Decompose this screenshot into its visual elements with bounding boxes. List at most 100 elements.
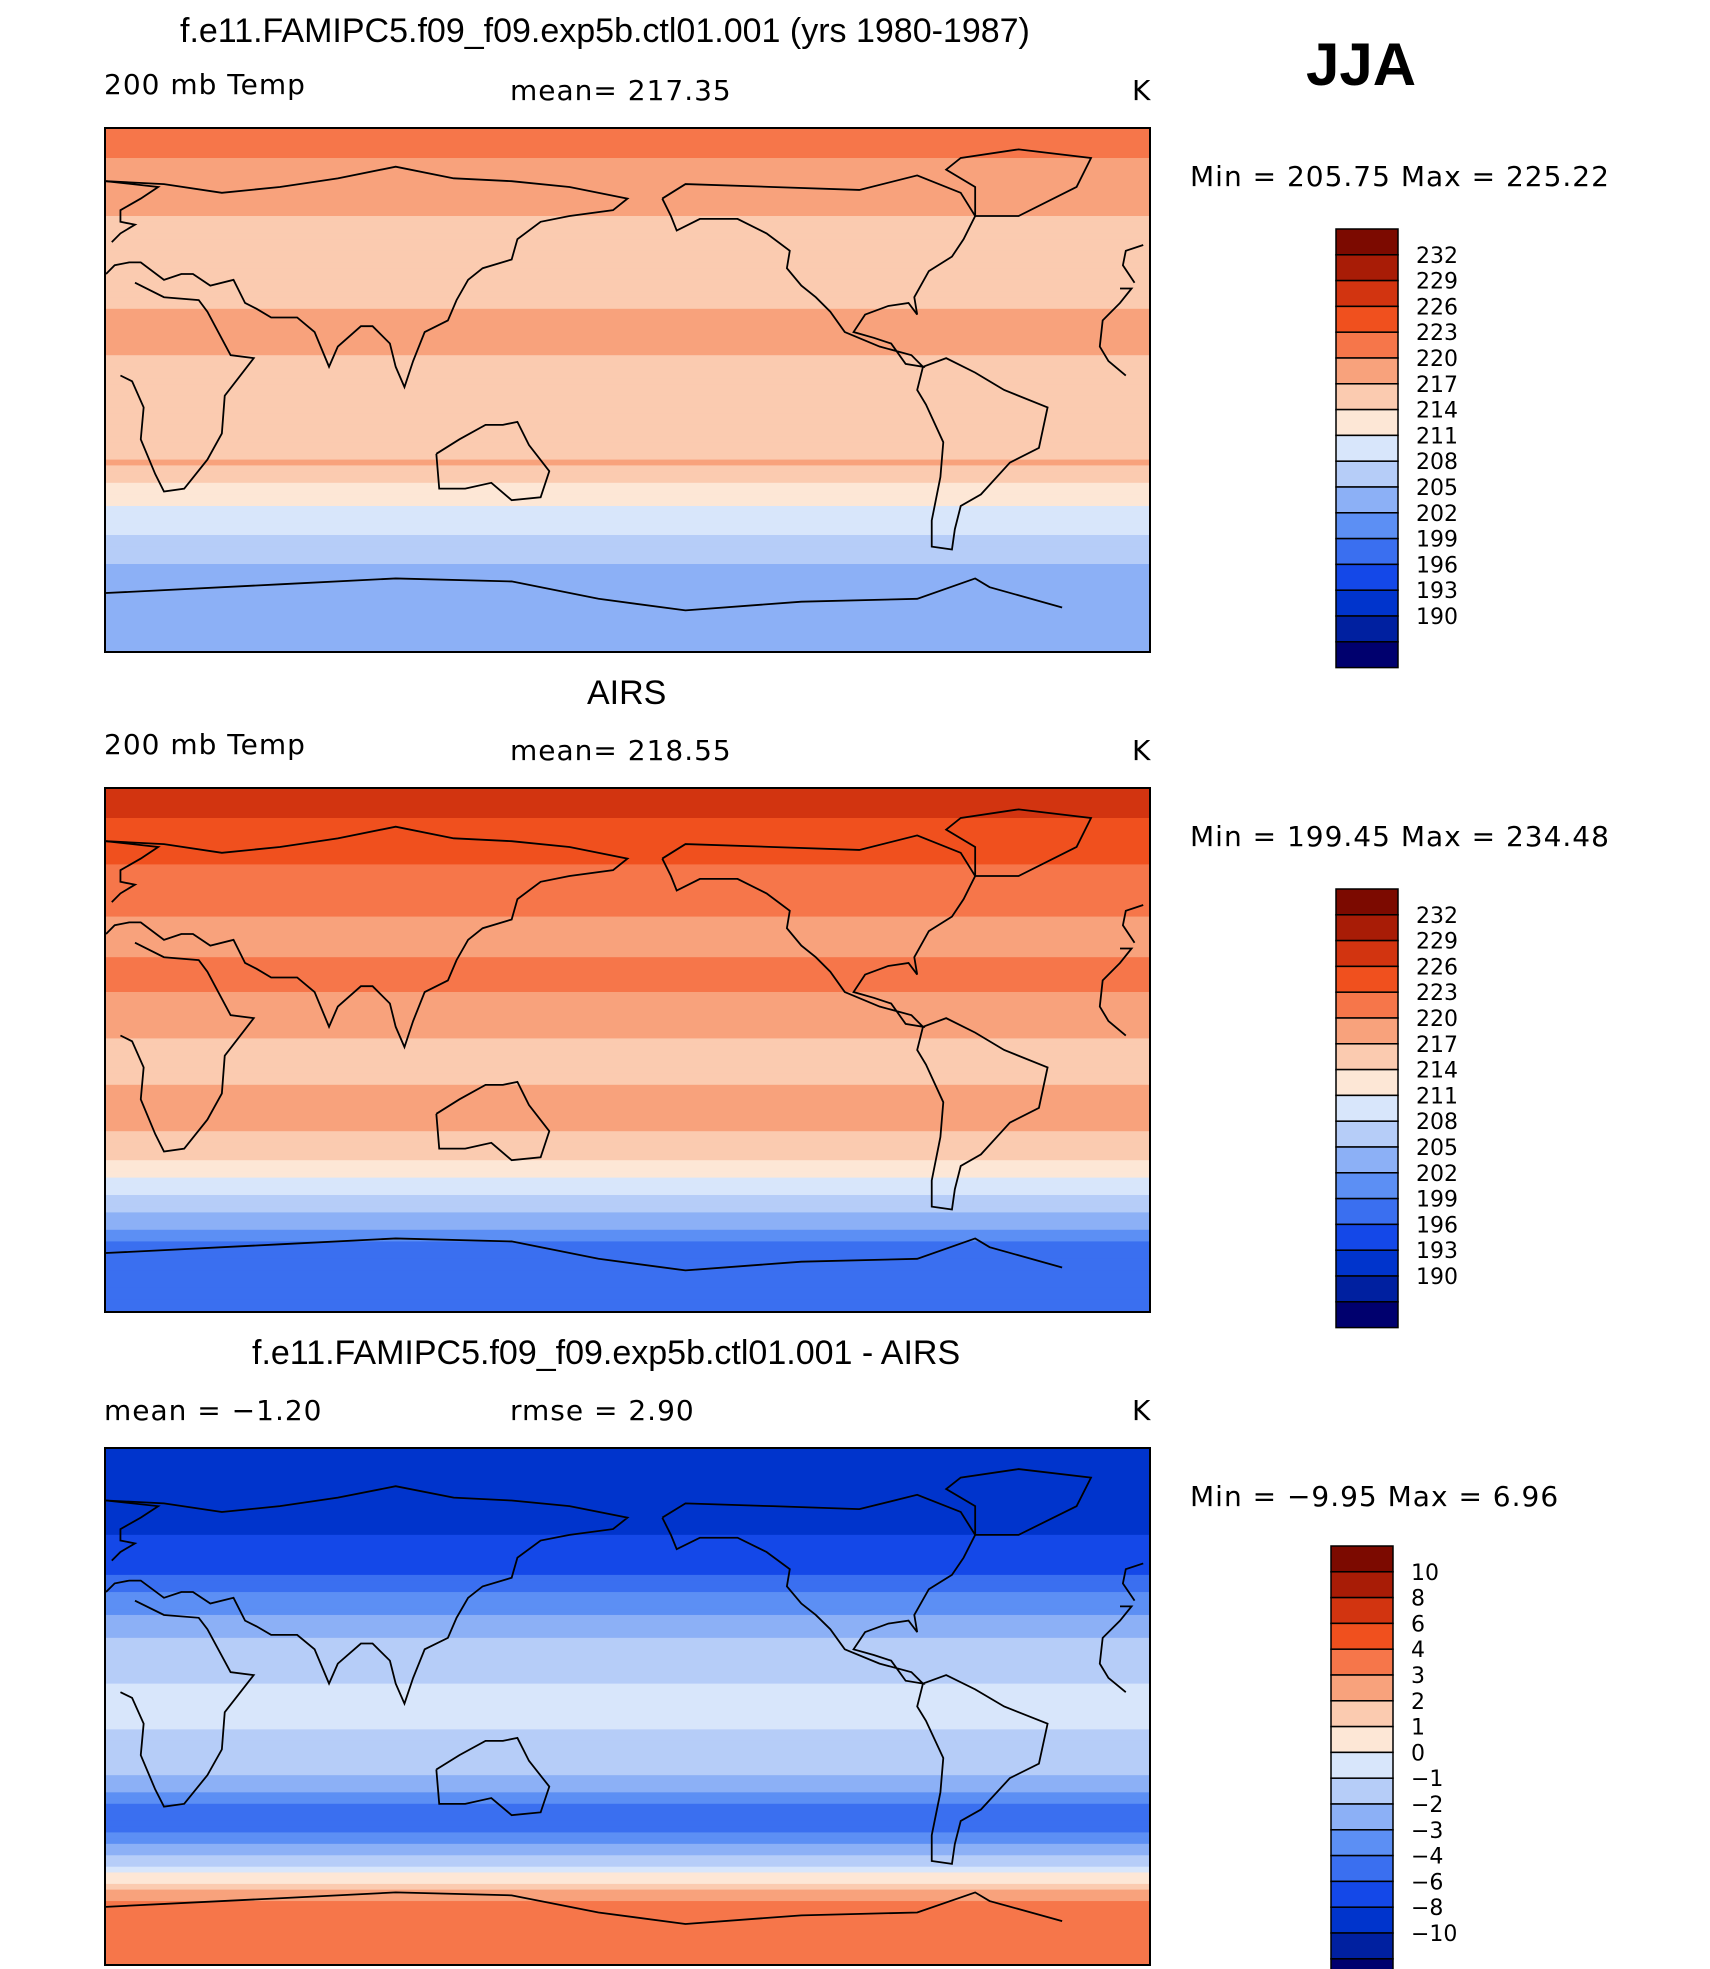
field-band xyxy=(106,262,1149,269)
field-band xyxy=(106,477,1149,484)
field-band xyxy=(106,430,1149,437)
field-band xyxy=(106,1906,1149,1914)
field-band xyxy=(106,511,1149,519)
colorbar-box xyxy=(1335,512,1399,540)
field-band xyxy=(106,1090,1149,1097)
field-band xyxy=(106,198,1149,205)
coastline xyxy=(106,1499,161,1562)
field-band xyxy=(106,552,1149,559)
field-band xyxy=(106,812,1149,819)
field-band xyxy=(106,239,1149,246)
colorbar-tick-label: 196 xyxy=(1416,553,1458,578)
panel-2-colorbar-svg: 2322292262232202172142112082052021991961… xyxy=(1335,888,1458,1329)
field-band xyxy=(106,1620,1149,1627)
field-band xyxy=(106,835,1149,842)
field-band xyxy=(106,627,1149,635)
field-band xyxy=(106,1786,1149,1793)
field-band xyxy=(106,465,1149,472)
colorbar-tick-label: 208 xyxy=(1416,1110,1458,1135)
field-band xyxy=(106,604,1149,611)
field-band xyxy=(106,163,1149,171)
panel-1-map xyxy=(104,127,1151,653)
field-band xyxy=(106,274,1149,281)
field-band xyxy=(106,1517,1149,1524)
colorbar-box xyxy=(1335,1275,1399,1303)
field-band xyxy=(106,575,1149,582)
field-band xyxy=(106,1901,1149,1908)
field-band xyxy=(106,1889,1149,1896)
field-band xyxy=(106,523,1149,530)
field-band xyxy=(106,303,1149,310)
field-band xyxy=(106,864,1149,871)
field-band xyxy=(106,500,1149,507)
coastline xyxy=(661,174,977,369)
field-band xyxy=(106,1166,1149,1173)
coastline xyxy=(661,1493,977,1685)
field-band xyxy=(106,1466,1149,1473)
field-band xyxy=(106,1849,1149,1856)
field-band xyxy=(106,384,1149,391)
field-band xyxy=(106,181,1149,188)
field-band xyxy=(106,1015,1149,1022)
field-band xyxy=(106,1609,1149,1616)
field-band xyxy=(106,1050,1149,1057)
colorbar-tick-label: 205 xyxy=(1416,476,1458,501)
field-band xyxy=(106,320,1149,327)
field-band xyxy=(106,945,1149,952)
field-band xyxy=(106,210,1149,217)
coastline xyxy=(106,1485,630,1707)
field-band xyxy=(106,506,1149,513)
colorbar-tick-label: 229 xyxy=(1416,930,1458,955)
colorbar-tick-label: 193 xyxy=(1416,579,1458,604)
colorbar-box xyxy=(1335,1043,1399,1071)
panel-2-colorbar: 232 229 226 223 220 217 214 211 208 205 202 199 196 1… xyxy=(1335,888,1536,1329)
field-band xyxy=(106,343,1149,350)
colorbar-tick-label: −3 xyxy=(1411,1819,1443,1844)
field-band xyxy=(106,1305,1149,1311)
field-band xyxy=(106,800,1149,807)
colorbar-box xyxy=(1335,1197,1399,1226)
field-band xyxy=(106,453,1149,461)
field-band xyxy=(106,806,1149,813)
field-band xyxy=(106,158,1149,165)
colorbar-box xyxy=(1335,888,1399,916)
coastline xyxy=(435,1080,551,1162)
field-band xyxy=(106,436,1149,443)
coastline xyxy=(1121,1562,1144,1602)
colorbar-box xyxy=(1335,357,1399,385)
field-band xyxy=(106,1706,1149,1713)
field-band xyxy=(106,794,1149,802)
field-band xyxy=(106,1855,1149,1862)
field-band xyxy=(106,1929,1149,1936)
colorbar-tick-label: 10 xyxy=(1411,1561,1439,1586)
field-band xyxy=(106,1471,1149,1479)
colorbar-box xyxy=(1330,1906,1394,1934)
colorbar-tick-label: 202 xyxy=(1416,502,1458,527)
field-band xyxy=(106,847,1149,854)
colorbar-box xyxy=(1335,939,1399,968)
field-band xyxy=(106,818,1149,825)
field-band xyxy=(106,1935,1149,1942)
field-band xyxy=(106,227,1149,234)
field-band xyxy=(106,829,1149,836)
field-band xyxy=(106,1637,1149,1645)
colorbar-box xyxy=(1335,331,1399,359)
field-band xyxy=(106,1666,1149,1673)
field-band xyxy=(106,870,1149,877)
field-band xyxy=(106,488,1149,495)
field-band xyxy=(106,471,1149,478)
colorbar-box xyxy=(1335,1146,1399,1174)
panel-3-title: f.e11.FAMIPC5.f09_f09.exp5b.ctl01.001 - … xyxy=(252,1334,961,1372)
colorbar-box xyxy=(1335,589,1399,617)
colorbar-box xyxy=(1335,641,1399,669)
field-band xyxy=(106,899,1149,906)
colorbar-box xyxy=(1330,1803,1394,1831)
field-band xyxy=(106,1866,1149,1874)
field-band xyxy=(106,1632,1149,1639)
colorbar-box xyxy=(1335,486,1399,514)
field-band xyxy=(106,308,1149,316)
field-band xyxy=(106,1861,1149,1868)
field-band xyxy=(106,1032,1149,1039)
field-band xyxy=(106,1946,1149,1954)
field-band xyxy=(106,593,1149,600)
